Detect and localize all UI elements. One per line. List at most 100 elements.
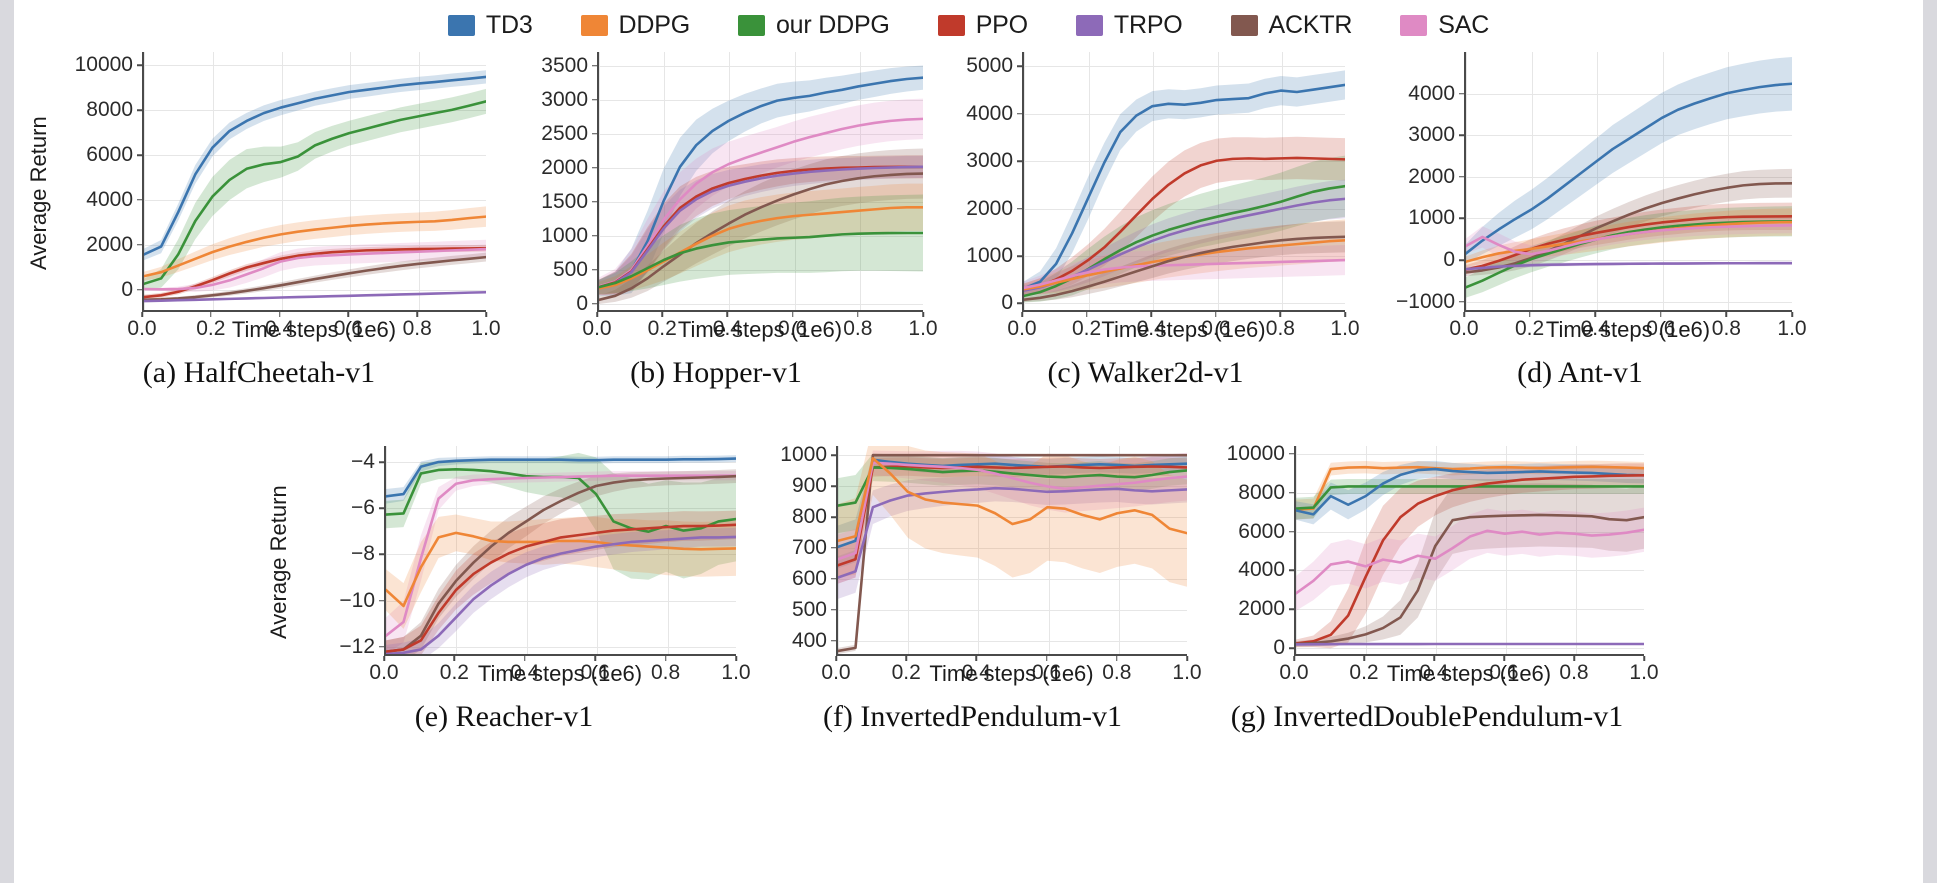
confidence-band-trpo — [1024, 179, 1345, 297]
x-tick-mark — [1725, 312, 1728, 317]
series-line-trpo — [838, 488, 1187, 577]
x-tick-label: 0.4 — [961, 661, 991, 684]
gridline-horizontal — [838, 517, 1187, 519]
gridline-vertical — [1088, 52, 1090, 310]
x-tick-label: 0.2 — [1514, 317, 1545, 340]
panel-caption-walker2d: (c) Walker2d-v1 — [1047, 356, 1244, 389]
gridline-vertical — [526, 446, 528, 654]
x-axis-title: Time steps (1e6) — [1101, 317, 1266, 342]
chart-panel-ant: −1000 0 1000 2000 3000 4000 0.0 0.2 0.4 0.6 0.8 1.0… — [1360, 46, 1807, 346]
legend-entry-ddpg[interactable]: DDPG — [580, 10, 691, 40]
series-line-acktr — [144, 257, 486, 300]
gridline-vertical — [667, 446, 669, 654]
caption-row-bottom: (e) Reacher-v1 (f) InvertedPendulum-v1 (g)… — [14, 700, 1923, 742]
legend-entry-our-ddpg[interactable]: our DDPG — [737, 11, 890, 40]
legend-swatch-icon — [580, 14, 608, 36]
y-tick-label: 2000 — [541, 155, 588, 179]
y-tick-mark — [1459, 300, 1464, 303]
y-tick-label: 2000 — [966, 196, 1013, 220]
x-tick-mark — [485, 312, 487, 317]
y-tick-mark — [1289, 647, 1294, 649]
panel-row-bottom: −4 −6 −8 −10 −12 0.0 0.2 0.4 0.6 0.8 1.0 Time steps… — [264, 440, 1694, 690]
plot-area — [384, 446, 736, 656]
legend-entry-sac[interactable]: SAC — [1400, 11, 1489, 40]
series-line-acktr — [599, 174, 923, 300]
series-line-td3 — [838, 460, 1187, 547]
gridline-horizontal — [1024, 303, 1345, 305]
legend-entry-td3[interactable]: TD3 — [447, 11, 533, 40]
y-tick-mark — [592, 303, 597, 305]
gridline-horizontal — [838, 486, 1187, 488]
gridline-vertical — [838, 446, 839, 654]
confidence-band-ppo — [1024, 136, 1345, 296]
y-tick-label: 500 — [552, 257, 588, 281]
y-tick-label: 0 — [1001, 291, 1013, 315]
x-axis-title: Time steps (1e6) — [1545, 317, 1711, 342]
gridline-horizontal — [599, 303, 923, 305]
x-tick-mark — [347, 312, 350, 317]
y-tick-mark — [1459, 176, 1464, 178]
legend-label: DDPG — [618, 10, 691, 39]
x-tick-label: 0.8 — [1711, 317, 1741, 340]
gridline-vertical — [1506, 446, 1507, 654]
y-tick-mark — [831, 578, 836, 580]
x-tick-mark — [905, 656, 907, 661]
confidence-band-our-ddpg — [1024, 155, 1345, 303]
gridline-horizontal — [599, 167, 923, 169]
gridline-horizontal — [144, 244, 486, 246]
gridline-horizontal — [386, 554, 736, 556]
y-tick-label: 2000 — [86, 232, 133, 256]
series-line-trpo — [386, 537, 736, 654]
confidence-band-acktr — [1296, 483, 1644, 647]
y-tick-label: −4 — [351, 450, 375, 474]
gridline-horizontal — [599, 99, 923, 101]
gridline-vertical — [456, 446, 458, 654]
gridline-vertical — [1531, 52, 1533, 310]
series-layer — [838, 446, 1187, 654]
series-line-acktr — [1024, 237, 1345, 300]
legend-entry-ppo[interactable]: PPO — [937, 11, 1028, 40]
gridline-vertical — [978, 446, 980, 654]
legend-swatch-icon — [737, 14, 765, 36]
y-tick-mark — [379, 507, 384, 510]
legend-entry-trpo[interactable]: TRPO — [1075, 11, 1183, 40]
series-layer — [144, 70, 486, 310]
x-tick-mark — [1293, 656, 1295, 661]
x-axis-title: Time steps (1e6) — [1386, 661, 1552, 686]
y-tick-label: 4000 — [966, 101, 1013, 125]
y-tick-mark — [379, 553, 384, 556]
series-line-acktr — [838, 455, 1187, 651]
x-tick-mark — [416, 312, 418, 317]
x-axis-title: Time steps (1e6) — [677, 317, 843, 342]
gridline-vertical — [1662, 52, 1664, 310]
series-layer — [1296, 460, 1644, 649]
confidence-band-ppo — [1466, 202, 1792, 275]
y-tick-label: 3000 — [1408, 123, 1455, 147]
y-tick-label: −12 — [339, 634, 375, 658]
x-tick-mark — [1463, 312, 1465, 317]
gridline-horizontal — [1466, 135, 1792, 137]
x-tick-label: 0.4 — [510, 661, 540, 684]
y-tick-label: −1000 — [1396, 289, 1455, 313]
x-tick-label: 1.0 — [1777, 317, 1807, 340]
confidence-band-ddpg — [144, 206, 486, 281]
y-tick-mark — [1459, 134, 1464, 136]
legend-swatch-icon — [1230, 14, 1258, 36]
y-tick-label: −10 — [339, 588, 375, 612]
series-line-sac — [838, 463, 1187, 559]
y-tick-mark — [831, 608, 836, 611]
x-tick-mark — [1021, 312, 1023, 317]
x-tick-label: 0.2 — [439, 661, 469, 684]
x-tick-mark — [661, 312, 663, 317]
gridline-vertical — [386, 446, 387, 654]
y-tick-mark — [379, 599, 384, 602]
series-line-sac — [386, 476, 736, 636]
y-tick-label: 0 — [576, 291, 588, 315]
x-tick-label: 0.0 — [1449, 317, 1479, 340]
gridline-vertical — [1282, 52, 1284, 310]
legend-entry-acktr[interactable]: ACKTR — [1230, 11, 1352, 40]
series-line-ppo — [386, 525, 736, 652]
x-tick-mark — [835, 656, 837, 661]
x-tick-mark — [857, 312, 859, 317]
series-line-td3 — [1024, 85, 1345, 288]
